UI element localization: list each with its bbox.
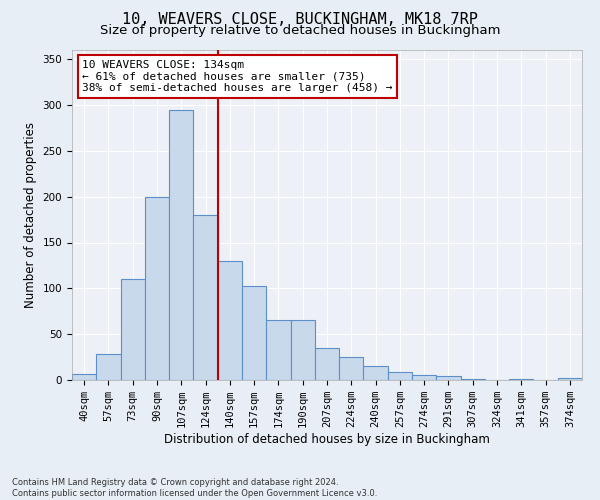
Text: Contains HM Land Registry data © Crown copyright and database right 2024.
Contai: Contains HM Land Registry data © Crown c…: [12, 478, 377, 498]
Bar: [388, 372, 412, 380]
Bar: [145, 196, 169, 380]
Bar: [461, 379, 485, 380]
Bar: [558, 378, 582, 380]
Bar: [290, 320, 315, 380]
Bar: [339, 357, 364, 380]
Bar: [218, 261, 242, 380]
Bar: [364, 366, 388, 380]
Bar: [169, 110, 193, 380]
Bar: [72, 374, 96, 380]
Bar: [193, 215, 218, 380]
Text: 10, WEAVERS CLOSE, BUCKINGHAM, MK18 7RP: 10, WEAVERS CLOSE, BUCKINGHAM, MK18 7RP: [122, 12, 478, 28]
Bar: [509, 379, 533, 380]
Y-axis label: Number of detached properties: Number of detached properties: [24, 122, 37, 308]
Text: 10 WEAVERS CLOSE: 134sqm
← 61% of detached houses are smaller (735)
38% of semi-: 10 WEAVERS CLOSE: 134sqm ← 61% of detach…: [82, 60, 392, 93]
Bar: [121, 279, 145, 380]
Bar: [242, 286, 266, 380]
Text: Size of property relative to detached houses in Buckingham: Size of property relative to detached ho…: [100, 24, 500, 37]
Bar: [436, 376, 461, 380]
Bar: [412, 376, 436, 380]
Bar: [315, 348, 339, 380]
Bar: [96, 354, 121, 380]
X-axis label: Distribution of detached houses by size in Buckingham: Distribution of detached houses by size …: [164, 433, 490, 446]
Bar: [266, 320, 290, 380]
